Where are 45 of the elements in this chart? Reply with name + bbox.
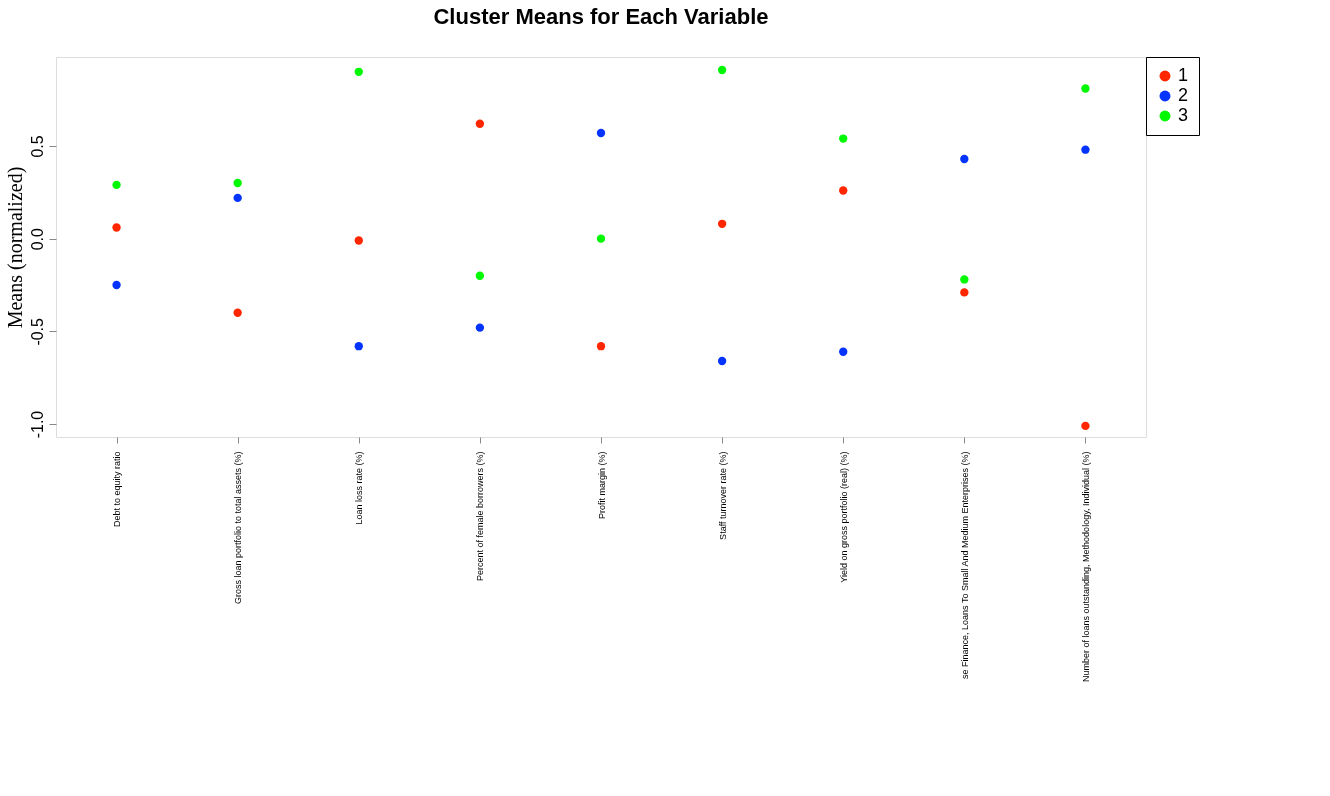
point [960,154,969,164]
x-tick-label: se Finance, Loans To Small And Medium Enterprises (%) [959,451,970,679]
point [112,223,121,232]
point [839,186,848,195]
point [1081,84,1090,93]
point [960,288,969,297]
point [717,65,727,75]
point [717,219,727,228]
y-tick-label: -0.5 [28,317,46,346]
x-tick-label: Staff turnover rate (%) [717,451,728,540]
point [475,119,485,128]
point [960,275,969,284]
x-tick-label: Percent of female borrowers (%) [475,451,486,582]
y-tick-label: 0.0 [28,227,46,251]
x-tick-label: Loan loss rate (%) [354,451,365,525]
point [354,236,363,245]
point [596,128,606,138]
point [233,308,242,317]
point [596,342,606,351]
chart-title: Cluster Means for Each Variable [433,3,769,29]
point [112,180,121,190]
x-tick-label: Yield on gross portfolio (real) (%) [838,451,849,583]
point [233,178,242,188]
x-tick-label: Profit margin (%) [596,451,607,520]
point [839,347,848,356]
y-tick-label: -1.0 [28,410,46,439]
point [596,234,606,243]
point [1081,421,1090,431]
point [1081,145,1090,154]
point [354,342,363,351]
point [839,134,848,143]
x-tick-label: Number of loans outstanding, Methodology, Individual (%) [1080,451,1091,682]
x-tick-label: Debt to equity ratio [112,451,123,528]
point [233,193,242,203]
x-tick-label: Gross loan portfolio to total assets (%) [233,451,244,605]
legend-label: 2 [1178,85,1189,105]
y-tick-label: 0.5 [28,135,46,158]
point [112,280,121,290]
point [717,356,727,366]
legend-label: 3 [1178,105,1189,125]
point [475,271,485,280]
y-axis-title: Means (normalized) [3,166,27,329]
legend-label: 1 [1178,65,1189,85]
point [354,67,363,76]
point [475,323,485,332]
